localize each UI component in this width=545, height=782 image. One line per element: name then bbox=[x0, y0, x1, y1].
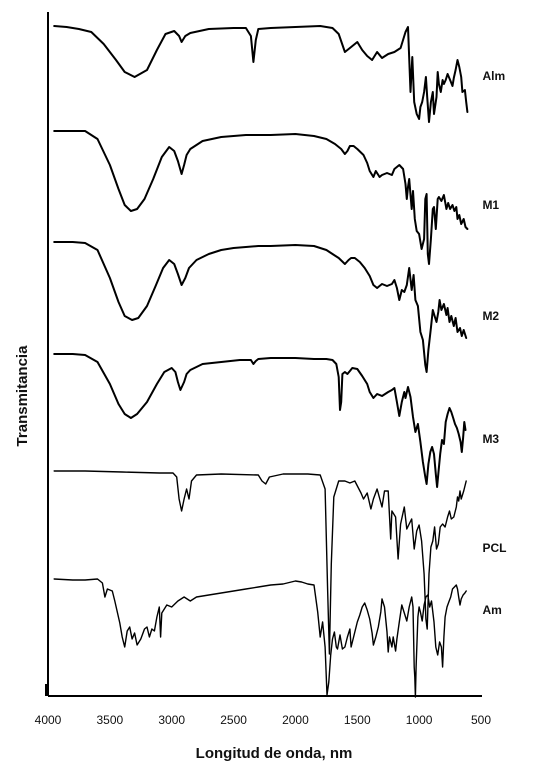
series-label-pcl: PCL bbox=[482, 541, 506, 555]
x-tick-label-500: 500 bbox=[471, 713, 491, 727]
trace-pcl bbox=[53, 470, 467, 655]
x-tick-label-3500: 3500 bbox=[97, 713, 124, 727]
trace-m1 bbox=[53, 130, 469, 265]
x-axis-title: Longitud de onda, nm bbox=[196, 745, 353, 762]
plot-area bbox=[45, 12, 482, 697]
series-label-m3: M3 bbox=[482, 432, 499, 446]
x-ticks: 4000 3500 3000 2500 2000 1500 1000 500 bbox=[35, 713, 492, 727]
trace-m2 bbox=[53, 241, 468, 373]
axis-origin-mark bbox=[45, 684, 49, 696]
x-tick-label-2000: 2000 bbox=[282, 713, 309, 727]
series-label-m2: M2 bbox=[482, 309, 499, 323]
trace-alm bbox=[53, 25, 469, 123]
x-tick-label-4000: 4000 bbox=[35, 713, 62, 727]
trace-am bbox=[53, 578, 467, 698]
series-label-m1: M1 bbox=[482, 198, 499, 212]
y-axis-title: Transmitancia bbox=[14, 345, 31, 447]
series-traces bbox=[53, 25, 469, 698]
series-label-alm: Alm bbox=[482, 69, 505, 83]
series-labels: Alm M1 M2 M3 PCL Am bbox=[482, 69, 506, 617]
x-tick-label-1000: 1000 bbox=[406, 713, 433, 727]
x-tick-label-2500: 2500 bbox=[220, 713, 247, 727]
trace-m3 bbox=[53, 353, 467, 488]
x-tick-label-3000: 3000 bbox=[158, 713, 185, 727]
series-label-am: Am bbox=[482, 603, 501, 617]
x-tick-label-1500: 1500 bbox=[344, 713, 371, 727]
